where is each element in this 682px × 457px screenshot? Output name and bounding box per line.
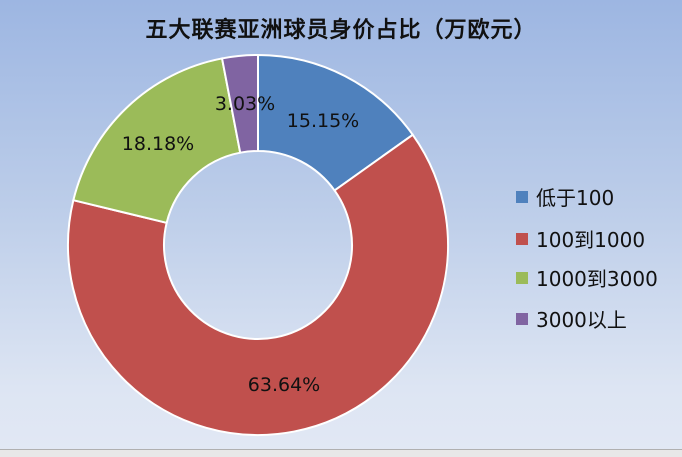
legend-item: 1000到3000 [516, 263, 658, 292]
legend-label: 100到1000 [536, 228, 646, 252]
legend-item: 100到1000 [516, 224, 645, 253]
legend-label: 低于100 [536, 186, 615, 210]
legend-swatch [516, 271, 528, 284]
slice-2[interactable] [72, 57, 242, 225]
legend-item: 低于100 [516, 182, 614, 211]
legend-swatch [516, 190, 528, 203]
legend-swatch [516, 312, 528, 325]
legend-swatch [516, 232, 528, 245]
data-label: 3.03% [215, 93, 275, 115]
legend-label: 3000以上 [536, 308, 627, 332]
slice-1[interactable] [67, 133, 449, 436]
data-label: 15.15% [287, 110, 359, 132]
data-label: 63.64% [248, 374, 320, 396]
bottom-scrollbar[interactable] [0, 449, 682, 457]
data-label: 18.18% [122, 133, 194, 155]
chart-title: 五大联赛亚洲球员身价占比（万欧元） [145, 17, 537, 43]
legend-item: 3000以上 [516, 304, 627, 333]
slice-3[interactable] [220, 53, 259, 154]
legend-label: 1000到3000 [536, 267, 658, 291]
